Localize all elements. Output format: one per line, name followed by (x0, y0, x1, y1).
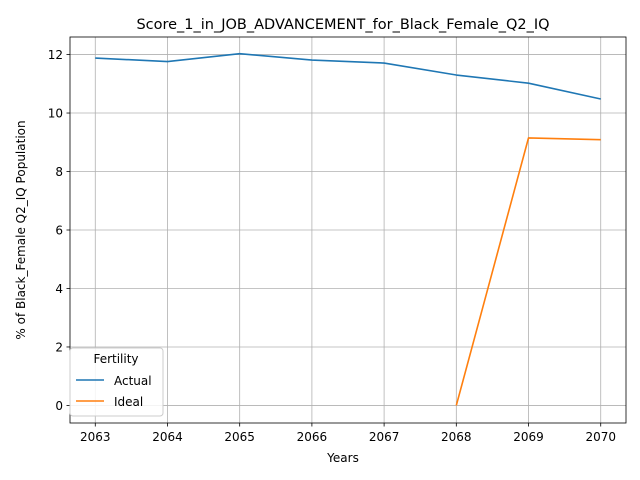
x-tick-label: 2065 (224, 430, 255, 444)
series-line-ideal (455, 137, 601, 406)
y-tick-label: 6 (55, 224, 63, 238)
y-axis-label: % of Black_Female Q2_IQ Population (14, 120, 28, 339)
x-tick-label: 2063 (80, 430, 111, 444)
axis-ticks: 2063 2064 2065 2066 2067 2068 2069 2070 0 2 4 6 8 10 1… (48, 48, 616, 444)
y-tick-label: 10 (48, 107, 63, 121)
x-tick-label: 2069 (513, 430, 544, 444)
x-tick-label: 2067 (369, 430, 400, 444)
grid-lines (70, 37, 626, 423)
legend: Fertility Actual Ideal (69, 347, 164, 417)
legend-title: Fertility (93, 352, 138, 366)
legend-box (69, 347, 164, 417)
x-tick-label: 2070 (585, 430, 616, 444)
x-tick-label: 2064 (152, 430, 183, 444)
series-line-actual (95, 52, 601, 100)
y-tick-label: 4 (55, 282, 63, 296)
legend-label-ideal: Ideal (114, 395, 143, 409)
y-tick-label: 2 (55, 340, 63, 354)
plot-frame (69, 36, 627, 424)
y-tick-label: 8 (55, 165, 63, 179)
chart-title: Score_1_in_JOB_ADVANCEMENT_for_Black_Fem… (136, 17, 549, 33)
legend-label-actual: Actual (114, 374, 152, 388)
x-tick-label: 2068 (441, 430, 472, 444)
x-axis-label: Years (326, 451, 359, 465)
y-tick-label: 0 (55, 399, 63, 413)
y-tick-label: 12 (48, 48, 63, 62)
x-tick-label: 2066 (297, 430, 328, 444)
series-lines (95, 52, 601, 406)
